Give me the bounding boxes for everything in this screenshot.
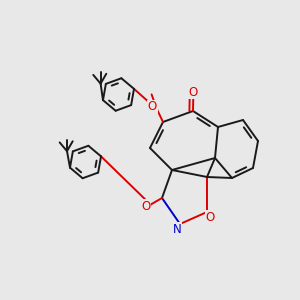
Text: O: O [206, 211, 214, 224]
Text: O: O [148, 100, 157, 113]
Text: O: O [189, 85, 198, 99]
Text: N: N [172, 223, 182, 236]
Text: O: O [142, 200, 151, 213]
